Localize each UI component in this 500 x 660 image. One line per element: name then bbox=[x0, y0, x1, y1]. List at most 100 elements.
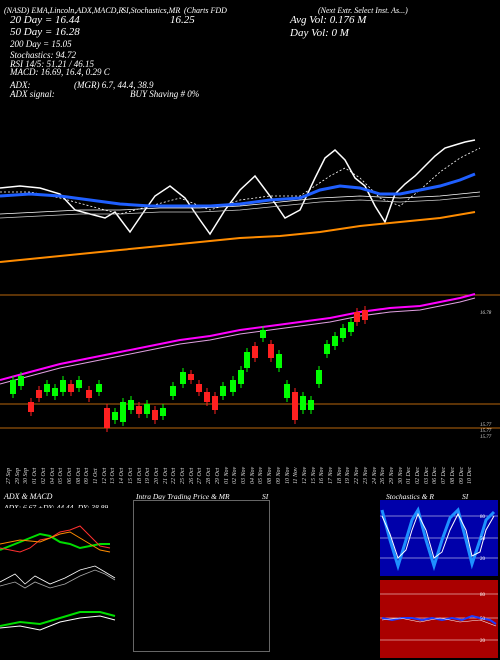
sma50-line bbox=[0, 172, 476, 208]
candle-body bbox=[268, 344, 274, 358]
adx-signal-label: ADX signal: bbox=[10, 89, 55, 99]
candle-body bbox=[244, 352, 250, 368]
candle-body bbox=[104, 408, 110, 428]
rsi-line bbox=[381, 614, 497, 625]
price-label-bottom: 15.77 bbox=[480, 435, 492, 440]
date-tick-label: 02 Oct bbox=[40, 467, 47, 484]
date-tick-label: 18 Nov bbox=[336, 466, 343, 484]
price-readout: 16.25 bbox=[170, 14, 195, 26]
adx-signal-value: BUY Shaving # 0% bbox=[130, 89, 200, 99]
sma200-line bbox=[0, 211, 476, 263]
date-tick-label: 20 Oct bbox=[153, 467, 160, 484]
date-tick-label: 14 Oct bbox=[119, 467, 126, 484]
svg-text:20: 20 bbox=[480, 557, 486, 562]
price-label-top: 16.78 bbox=[480, 311, 492, 316]
rsi-readout: RSI 14/5: 51.21 / 46.15 bbox=[10, 59, 94, 69]
date-tick-label: 04 Oct bbox=[49, 467, 56, 484]
sma200-readout: 200 Day = 15.05 bbox=[10, 39, 72, 49]
date-tick-label: 02 Nov bbox=[232, 466, 239, 484]
date-tick-label: 12 Nov bbox=[301, 466, 308, 484]
date-tick-label: 11 Nov bbox=[293, 467, 300, 484]
date-tick-label: 13 Oct bbox=[110, 467, 117, 484]
adx-minus-line bbox=[0, 525, 111, 553]
stoch-rsi-panel: 80 50 20 80 50 20 bbox=[380, 500, 498, 658]
date-tick-label: 07 Dec bbox=[441, 466, 448, 484]
rsi-signal-line bbox=[381, 617, 497, 627]
adx-line bbox=[0, 531, 111, 553]
date-tick-label: 05 Nov bbox=[258, 466, 265, 484]
avg-vol-readout: Avg Vol: 0.176 M bbox=[290, 14, 367, 26]
candle-body bbox=[112, 412, 118, 420]
ema-line bbox=[0, 195, 481, 219]
svg-text:80: 80 bbox=[480, 515, 486, 520]
candle-body bbox=[136, 406, 142, 414]
date-tick-label: 01 Nov bbox=[223, 466, 230, 484]
candle-body bbox=[212, 396, 218, 410]
header-series-a: (NASD) EMA,Lincoln,ADX,MACD,R bbox=[4, 6, 124, 15]
date-tick-label: 26 Oct bbox=[188, 467, 195, 484]
date-tick-label: 15 Oct bbox=[127, 467, 134, 484]
date-tick-label: 19 Nov bbox=[345, 466, 352, 484]
candle-body bbox=[230, 380, 236, 392]
adx-plus-line bbox=[0, 532, 110, 551]
date-tick-label: 06 Dec bbox=[432, 466, 439, 484]
date-tick-label: 30 Nov bbox=[397, 466, 404, 484]
svg-text:80: 80 bbox=[480, 593, 486, 598]
candlestick-series bbox=[10, 306, 368, 432]
candle-body bbox=[354, 312, 360, 322]
header-series-b: SI,Stochastics,MR bbox=[122, 6, 181, 15]
candle-body bbox=[220, 386, 226, 396]
candle-body bbox=[128, 400, 134, 410]
date-tick-label: 03 Dec bbox=[423, 466, 430, 484]
date-tick-label: 11 Oct bbox=[93, 468, 100, 484]
candle-body bbox=[170, 386, 176, 396]
candle-body bbox=[284, 384, 290, 398]
sma20-readout: 20 Day = 16.44 bbox=[10, 14, 80, 26]
date-tick-label: 09 Dec bbox=[458, 466, 465, 484]
candle-body bbox=[120, 402, 126, 422]
date-tick-label: 10 Dec bbox=[467, 466, 474, 484]
header-series-c: (Charts FDD bbox=[184, 6, 227, 15]
sma20-line bbox=[0, 191, 481, 215]
stoch-title: Stochastics & R bbox=[386, 492, 434, 501]
stoch-d-line bbox=[381, 512, 495, 559]
candle-body bbox=[76, 380, 82, 388]
date-tick-label: 02 Dec bbox=[415, 466, 422, 484]
date-tick-label: 19 Oct bbox=[145, 467, 152, 484]
candle-body bbox=[188, 374, 194, 380]
date-tick-label: 04 Nov bbox=[249, 466, 256, 484]
adx-value: (MGR) 6.7, 44.4, 38.9 bbox=[74, 80, 154, 90]
sma50-readout: 50 Day = 16.28 bbox=[10, 26, 80, 38]
candle-body bbox=[300, 396, 306, 410]
rsi-overlay-line bbox=[0, 139, 476, 236]
date-tick-label: 16 Nov bbox=[319, 466, 326, 484]
date-tick-label: 05 Oct bbox=[58, 467, 65, 484]
stoch-si: SI bbox=[462, 492, 469, 501]
candle-body bbox=[324, 344, 330, 354]
macd-signal-green bbox=[0, 611, 116, 627]
date-tick-label: 21 Oct bbox=[162, 467, 169, 484]
date-tick-label: 25 Oct bbox=[180, 467, 187, 484]
candle-body bbox=[348, 322, 354, 332]
intraday-panel bbox=[133, 500, 270, 652]
candle-body bbox=[44, 384, 50, 392]
date-tick-label: 29 Nov bbox=[388, 466, 395, 484]
stoch-k-line bbox=[380, 506, 496, 572]
header-series-d: (Next Extr. Select Inst. As...) bbox=[318, 6, 408, 15]
macd-line-2 bbox=[0, 569, 116, 589]
candle-body bbox=[96, 384, 102, 392]
header-line1: (NASD) EMA,Lincoln,ADX,MACD,R bbox=[4, 6, 123, 15]
candle-body bbox=[180, 372, 186, 384]
date-tick-label: 09 Oct bbox=[84, 467, 91, 484]
candle-body bbox=[204, 392, 210, 402]
date-tick-label: 18 Oct bbox=[136, 467, 143, 484]
svg-text:50: 50 bbox=[480, 617, 486, 622]
date-tick-label: 10 Nov bbox=[284, 466, 291, 484]
candle-body bbox=[10, 380, 16, 394]
date-tick-label: 08 Oct bbox=[75, 467, 82, 484]
candle-body bbox=[68, 384, 74, 392]
date-tick-label: 01 Oct bbox=[32, 467, 39, 484]
intraday-title: Intra Day Trading Price & MR bbox=[136, 492, 230, 501]
date-tick-label: 03 Nov bbox=[241, 466, 247, 484]
candle-body bbox=[28, 402, 34, 412]
